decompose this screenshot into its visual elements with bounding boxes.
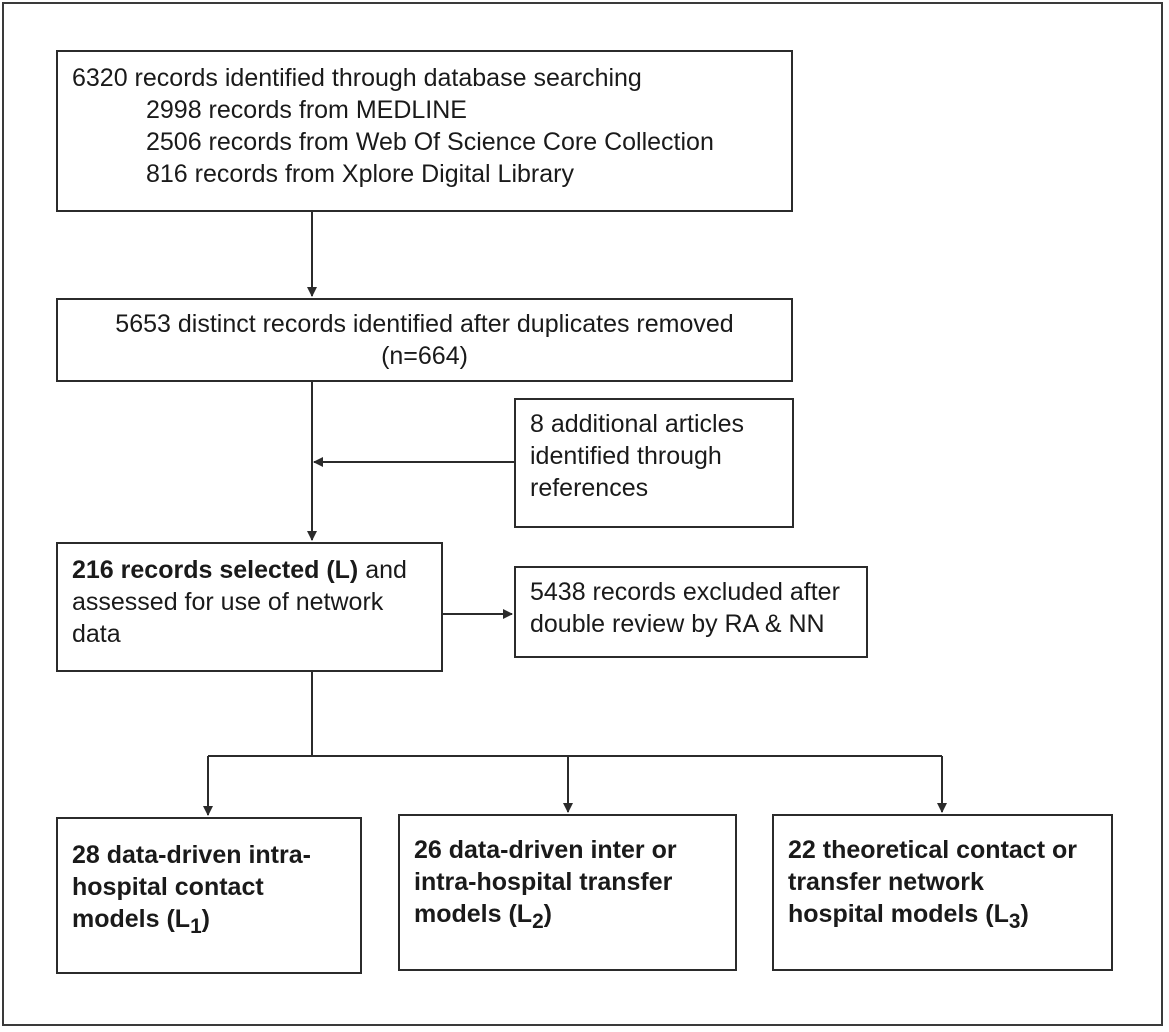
category-2-line-1: 26 data-driven inter or (414, 836, 677, 864)
additional-line-1: 8 additional articles (530, 410, 745, 438)
selected-line-3: data (72, 620, 121, 648)
category-2-subscript: 2 (532, 910, 544, 933)
category-1-line-2: hospital contact (72, 873, 264, 901)
selected-line-1-rest: and (358, 556, 407, 584)
deduplicated-line-1: 5653 distinct records identified after d… (115, 310, 734, 338)
category-3-line-2: transfer network (788, 868, 984, 896)
excluded-line-2: double review by RA & NN (530, 610, 825, 638)
excluded-records-box: 5438 records excluded after double revie… (514, 566, 868, 658)
category-2-line-3: models (L2) (414, 900, 552, 933)
source-web-of-science: 2506 records from Web Of Science Core Co… (146, 128, 714, 156)
deduplicated-line-2: (n=664) (381, 342, 468, 370)
source-medline: 2998 records from MEDLINE (146, 96, 467, 124)
selected-count: 216 records selected (L) (72, 556, 359, 584)
additional-line-2: identified through (530, 442, 722, 470)
excluded-line-1: 5438 records excluded after (530, 578, 840, 606)
category-2-line-2: intra-hospital transfer (414, 868, 673, 896)
category-3-line-1: 22 theoretical contact or (788, 836, 1077, 864)
category-1-line-3: models (L1) (72, 905, 210, 938)
deduplicated-records-box: 5653 distinct records identified after d… (56, 298, 793, 382)
identified-title: 6320 records identified through database… (72, 64, 642, 92)
source-xplore: 816 records from Xplore Digital Library (146, 160, 574, 188)
category-1-line-1: 28 data-driven intra- (72, 841, 311, 869)
selected-line-1: 216 records selected (L) and (72, 554, 441, 586)
category-box-l3: 22 theoretical contact or transfer netwo… (772, 814, 1113, 971)
category-3-subscript: 3 (1008, 910, 1021, 933)
selected-line-2: assessed for use of network (72, 588, 384, 616)
category-3-line-3: hospital models (L3) (788, 900, 1029, 933)
additional-line-3: references (530, 474, 649, 502)
category-1-subscript: 1 (190, 915, 202, 938)
category-box-l1: 28 data-driven intra- hospital contact m… (56, 817, 362, 974)
identified-records-box: 6320 records identified through database… (56, 50, 793, 212)
additional-articles-box: 8 additional articles identified through… (514, 398, 794, 528)
category-box-l2: 26 data-driven inter or intra-hospital t… (398, 814, 737, 971)
selected-records-box: 216 records selected (L) and assessed fo… (56, 542, 443, 672)
